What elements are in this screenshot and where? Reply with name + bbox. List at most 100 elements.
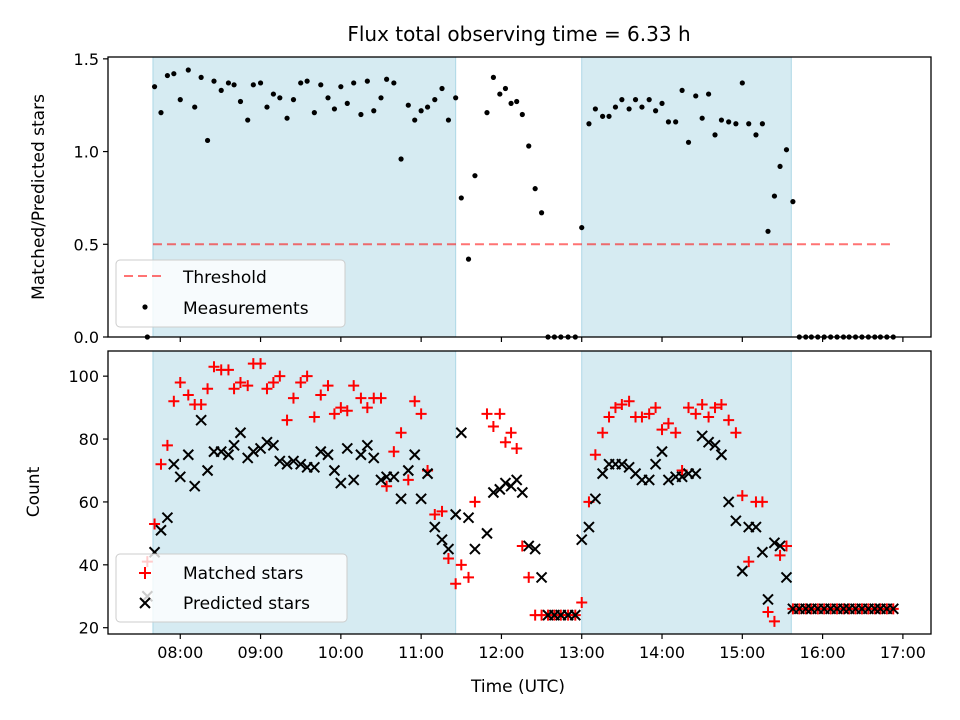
measurement-point: [646, 97, 652, 103]
predicted-point: [576, 533, 588, 546]
matched-point: [603, 411, 615, 423]
predicted-point: [487, 486, 500, 499]
measurement-point: [526, 143, 532, 149]
measurement-point: [538, 210, 545, 216]
matched-point: [228, 383, 240, 395]
matched-point: [341, 405, 353, 417]
measurement-point: [304, 78, 310, 84]
matched-point: [267, 376, 279, 388]
matched-point: [328, 408, 340, 420]
y-tick-label: 1.0: [74, 143, 99, 162]
chart-title: Flux total observing time = 6.33 h: [347, 22, 690, 46]
bottom-x-ticks: 08:00 09:00 10:00 11:00 12:00 13:00 14:00 15:00…: [157, 634, 926, 662]
measurement-point: [344, 100, 350, 106]
x-axis-label: Time (UTC): [470, 677, 565, 697]
matched-point: [730, 427, 742, 439]
matched-point: [723, 414, 735, 426]
matched-point: [696, 398, 708, 410]
predicted-point: [375, 474, 387, 486]
matched-point: [736, 490, 748, 502]
measurement-point: [325, 95, 331, 101]
measurement-point: [790, 199, 796, 205]
matched-point: [709, 402, 721, 414]
predicted-point: [335, 477, 347, 489]
predicted-point: [294, 458, 307, 470]
measurement-point: [371, 108, 377, 114]
measurement-point: [418, 108, 424, 114]
predicted-point: [402, 464, 415, 477]
matched-point: [516, 540, 528, 552]
matched-point: [322, 380, 334, 392]
matched-point: [222, 364, 234, 376]
predicted-points: [141, 414, 899, 621]
predicted-point: [768, 537, 781, 549]
matched-point: [242, 380, 254, 392]
measurement-point: [699, 115, 705, 121]
predicted-point: [469, 543, 481, 555]
top-y-ticks: 0.0 0.5 1.0 1.5: [74, 50, 108, 347]
measurement-point: [264, 104, 270, 110]
matched-point: [301, 370, 313, 382]
measurement-point: [502, 85, 509, 92]
measurement-point: [198, 74, 204, 80]
matched-point: [295, 376, 307, 388]
matched-point: [463, 571, 475, 583]
predicted-point: [589, 493, 602, 505]
legend-threshold-label: Threshold: [182, 268, 267, 288]
measurement-point: [739, 80, 745, 86]
measurement-point: [192, 104, 198, 110]
measurement-point: [412, 117, 418, 123]
matched-point: [756, 496, 768, 508]
predicted-point: [523, 540, 535, 552]
measurement-point: [298, 80, 304, 86]
matched-point: [348, 380, 360, 392]
measurement-point: [532, 186, 538, 192]
matched-point: [355, 392, 367, 404]
y-tick-label: 60: [79, 493, 99, 512]
x-tick-label: 13:00: [559, 643, 605, 662]
matched-point: [335, 402, 347, 414]
x-tick-label: 14:00: [639, 643, 685, 662]
predicted-point: [355, 449, 367, 461]
measurement-point: [746, 121, 752, 127]
predicted-point: [174, 471, 186, 483]
measurement-point: [237, 98, 244, 105]
predicted-point: [774, 540, 786, 552]
matched-point: [616, 398, 628, 410]
measurement-point: [753, 132, 759, 138]
predicted-point: [715, 449, 728, 461]
matched-point: [662, 417, 674, 429]
matched-point: [195, 398, 207, 410]
measurement-point: [600, 113, 606, 119]
predicted-point: [421, 467, 434, 480]
predicted-point: [368, 452, 380, 464]
predicted-point: [442, 543, 455, 555]
predicted-point: [415, 493, 427, 505]
predicted-point: [722, 496, 735, 508]
measurement-point: [652, 108, 659, 114]
matched-point: [703, 411, 715, 423]
matched-point: [182, 389, 194, 401]
measurement-point: [659, 100, 665, 106]
predicted-point: [643, 474, 655, 486]
predicted-point: [780, 571, 793, 584]
matched-point: [155, 458, 167, 470]
matched-point: [450, 578, 462, 590]
matched-point: [161, 439, 173, 451]
predicted-point: [182, 449, 195, 461]
predicted-point: [228, 439, 240, 452]
measurement-point: [484, 110, 490, 116]
x-tick-label: 09:00: [238, 643, 284, 662]
predicted-point: [455, 427, 467, 439]
measurement-point: [164, 72, 171, 79]
predicted-point: [161, 511, 174, 524]
matched-point: [597, 427, 609, 439]
measurement-point: [225, 80, 232, 86]
predicted-point: [481, 527, 493, 540]
x-tick-label: 15:00: [719, 643, 765, 662]
measurement-point: [231, 82, 237, 88]
measurement-point: [639, 104, 645, 110]
measurement-point: [472, 173, 478, 179]
matched-point: [375, 392, 387, 404]
